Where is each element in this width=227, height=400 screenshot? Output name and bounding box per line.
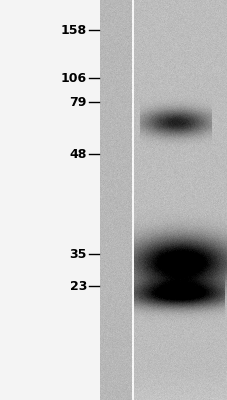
Text: 79: 79 [69,96,86,108]
Text: 35: 35 [69,248,86,260]
Text: 106: 106 [61,72,86,84]
Text: 23: 23 [69,280,86,292]
Text: 158: 158 [61,24,86,36]
Text: 48: 48 [69,148,86,160]
